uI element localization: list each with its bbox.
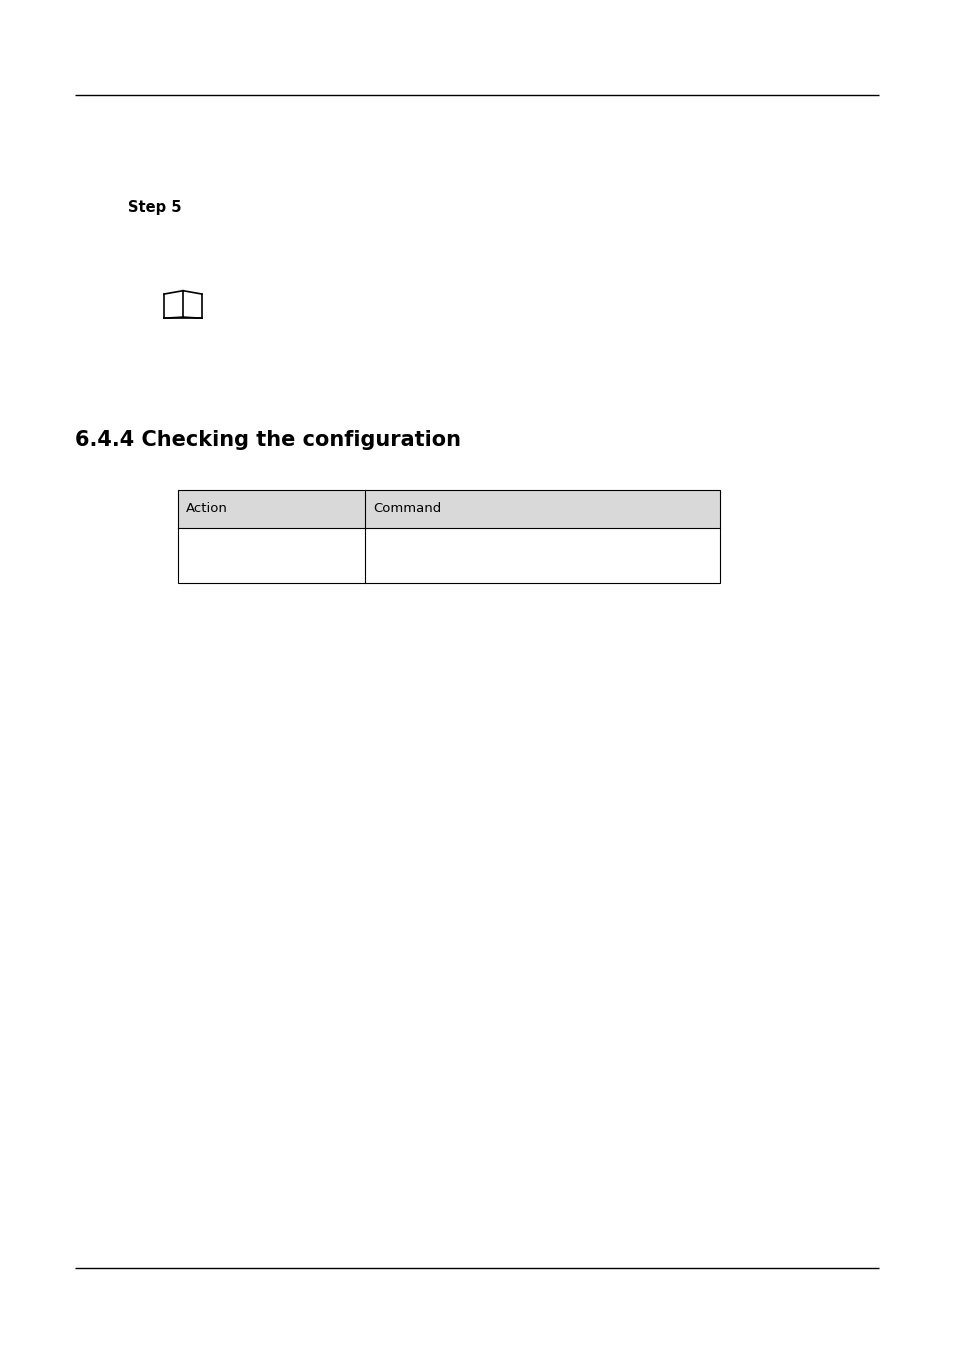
Text: Action: Action <box>186 502 228 516</box>
Text: Command: Command <box>373 502 441 516</box>
Bar <box>178 490 720 528</box>
Bar <box>178 528 720 583</box>
Bar <box>178 490 720 583</box>
Text: 6.4.4 Checking the configuration: 6.4.4 Checking the configuration <box>75 431 460 450</box>
Text: Step 5: Step 5 <box>128 200 181 215</box>
